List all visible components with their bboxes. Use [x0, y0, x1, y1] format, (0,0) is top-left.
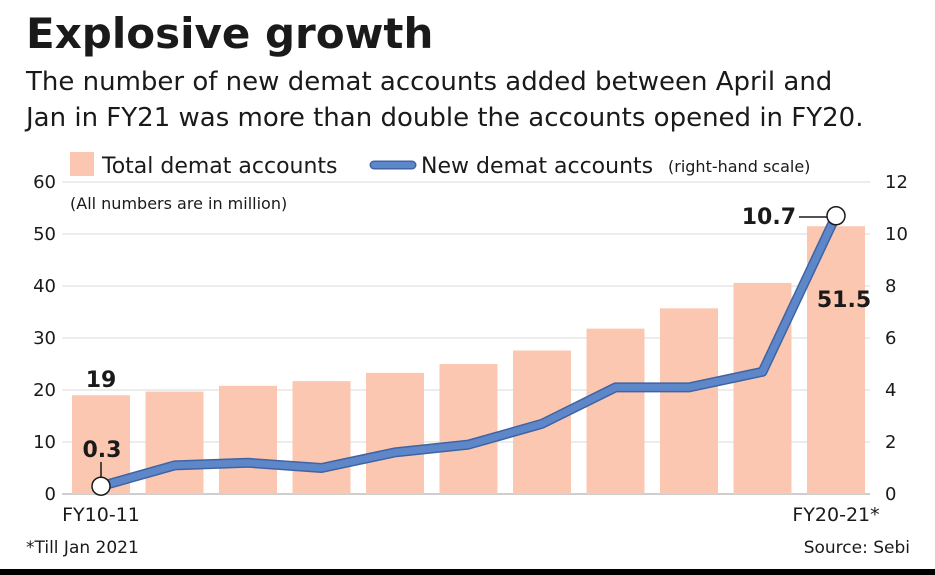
point-label-first: 0.3: [83, 438, 122, 463]
bar: [807, 226, 865, 494]
bar: [439, 364, 498, 494]
annotations: 19 51.5 0.3 10.7: [83, 205, 871, 478]
bar: [660, 308, 718, 494]
right-tick-label: 4: [885, 380, 896, 401]
chart-note: (All numbers are in million): [70, 194, 287, 213]
line-point-last: [826, 206, 846, 226]
legend-bar-swatch: [70, 152, 94, 176]
chart-subtitle-line-2: Jan in FY21 was more than double the acc…: [24, 103, 863, 133]
legend-line-label: New demat accounts: [421, 154, 653, 179]
bottom-rule: [0, 569, 935, 575]
bar: [366, 372, 424, 494]
bar: [292, 381, 351, 494]
bar: [586, 328, 645, 494]
bars: [72, 226, 865, 494]
left-tick-label: 60: [33, 172, 56, 193]
bar-label-first: 19: [86, 368, 117, 393]
bar: [145, 391, 204, 494]
left-tick-label: 40: [33, 276, 56, 297]
x-axis-labels: FY10-11 FY20-21*: [62, 504, 880, 526]
line-point-first: [91, 476, 111, 496]
line-series: [91, 206, 846, 496]
source-credit: Source: Sebi: [804, 538, 910, 558]
right-tick-label: 12: [885, 172, 908, 193]
left-tick-label: 30: [33, 328, 56, 349]
bar: [219, 385, 277, 494]
legend-bar-label: Total demat accounts: [101, 154, 338, 179]
chart-title: Explosive growth: [26, 9, 433, 58]
line-series-path: [97, 212, 840, 490]
left-tick-label: 10: [33, 432, 56, 453]
left-tick-label: 50: [33, 224, 56, 245]
left-tick-label: 0: [45, 484, 56, 505]
bar-label-last: 51.5: [817, 288, 871, 313]
chart-subtitle-line-1: The number of new demat accounts added b…: [25, 67, 832, 97]
right-axis-ticks: 0 2 4 6 8 10 12: [885, 172, 908, 505]
footnote: *Till Jan 2021: [26, 538, 139, 558]
right-tick-label: 10: [885, 224, 908, 245]
left-axis-ticks: 0 10 20 30 40 50 60: [33, 172, 56, 505]
right-tick-label: 6: [885, 328, 896, 349]
x-tick-label: FY20-21*: [792, 504, 879, 526]
left-tick-label: 20: [33, 380, 56, 401]
right-tick-label: 8: [885, 276, 896, 297]
right-tick-label: 2: [885, 432, 896, 453]
point-label-last: 10.7: [742, 205, 796, 230]
x-tick-label: FY10-11: [62, 504, 140, 526]
right-tick-label: 0: [885, 484, 896, 505]
legend-line-suffix: (right-hand scale): [668, 157, 810, 176]
bar: [733, 282, 792, 494]
